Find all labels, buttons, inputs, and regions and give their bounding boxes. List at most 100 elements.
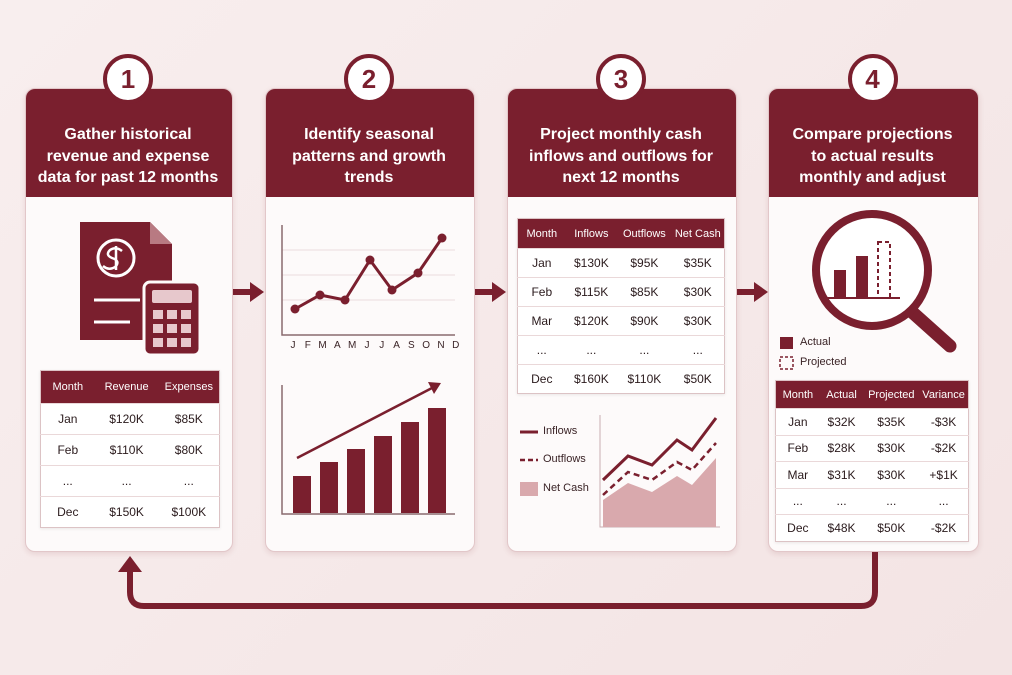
legend-label: Actual xyxy=(800,336,831,348)
table-row: Mar $120K $90K $30K xyxy=(517,306,725,336)
data-table: Month Inflows Outflows Net Cash Jan $130K $95K… xyxy=(517,218,725,394)
table-cell: Jan xyxy=(517,248,566,278)
month-label: N xyxy=(437,340,445,351)
card-header xyxy=(26,89,232,197)
legend-label: Inflows xyxy=(543,425,578,437)
table-cell: ... xyxy=(565,335,618,365)
flow-arrow-part xyxy=(492,282,506,302)
table-row: Feb $28K $30K -$2K xyxy=(775,434,969,462)
table-cell: $30K xyxy=(671,306,725,336)
table-cell: $50K xyxy=(863,514,920,541)
table-cell: Mar xyxy=(517,306,566,336)
step-title: Identify seasonal patterns and growth tr… xyxy=(292,126,446,186)
table-cell: +$1K xyxy=(919,461,969,488)
table-cell: $32K xyxy=(819,408,864,435)
table-cell: $115K xyxy=(565,277,618,307)
month-label: A xyxy=(334,340,341,351)
card-header xyxy=(508,89,736,197)
feedback-loop xyxy=(127,550,878,609)
table-cell: Dec xyxy=(775,514,820,541)
step-number: 3 xyxy=(596,54,646,104)
table-row: ............ xyxy=(775,487,969,515)
table-cell: $35K xyxy=(863,408,920,435)
table-cell: -$2K xyxy=(919,434,969,462)
month-label: D xyxy=(452,340,460,351)
table-cell: $80K xyxy=(158,434,220,466)
table-row: Jan $120K $85K xyxy=(40,403,220,435)
table-cell: Jan xyxy=(40,403,95,435)
table-cell: $110K xyxy=(617,364,672,394)
table-cell: $110K xyxy=(94,434,159,466)
table-cell: $30K xyxy=(863,461,920,488)
table-cell: $50K xyxy=(671,364,725,394)
table-cell: ... xyxy=(919,487,969,515)
data-table: Month Actual Projected Variance Jan $32K $35K -… xyxy=(775,380,969,542)
table-cell: ... xyxy=(40,465,95,497)
data-table: Month Revenue Expenses Jan $120K $85K Feb $110K… xyxy=(40,370,220,528)
table-cell: $35K xyxy=(671,248,725,278)
table-header: Month Actual Projected Variance xyxy=(775,380,969,409)
header-cell: Month xyxy=(40,370,95,404)
card-header xyxy=(266,89,474,197)
month-label: F xyxy=(304,340,311,351)
flow-arrow-part xyxy=(754,282,768,302)
step-number: 4 xyxy=(847,54,898,104)
table-row: Mar $31K $30K +$1K xyxy=(775,461,969,488)
table-cell: ... xyxy=(158,465,220,497)
table-cell: $48K xyxy=(819,514,864,541)
month-label: O xyxy=(422,340,431,351)
table-row: Dec $48K $50K -$2K xyxy=(775,514,969,541)
table-cell: $95K xyxy=(617,248,672,278)
table-cell: $30K xyxy=(671,277,725,307)
table-cell: $31K xyxy=(819,461,864,488)
legend-label: Net Cash xyxy=(543,482,589,494)
card-header xyxy=(769,89,978,197)
table-cell: Jan xyxy=(775,408,820,435)
table-row: Jan $130K $95K $35K xyxy=(517,248,725,278)
table-cell: $30K xyxy=(863,434,920,462)
table-cell: -$3K xyxy=(919,408,969,435)
step-title: Compare projections to actual results mo… xyxy=(792,126,953,186)
table-cell: ... xyxy=(775,487,820,515)
month-label: A xyxy=(393,340,400,351)
header-cell: Outflows xyxy=(617,218,672,249)
feedback-arrowhead xyxy=(118,556,142,572)
month-label: J xyxy=(364,340,370,351)
table-cell: Dec xyxy=(517,364,566,394)
header-cell: Month xyxy=(517,218,566,249)
step-number: 1 xyxy=(103,54,153,104)
header-cell: Month xyxy=(775,380,820,409)
header-cell: Net Cash xyxy=(671,218,725,249)
table-cell: $85K xyxy=(158,403,220,435)
table-cell: ... xyxy=(617,335,672,365)
table-cell: Mar xyxy=(775,461,820,488)
table-row: ............ xyxy=(517,335,725,365)
table-cell: $85K xyxy=(617,277,672,307)
month-label: S xyxy=(408,340,415,351)
header-cell: Actual xyxy=(819,380,864,409)
table-row: Jan $32K $35K -$3K xyxy=(775,408,969,435)
header-cell: Projected xyxy=(863,380,920,409)
header-cell: Expenses xyxy=(158,370,220,404)
table-row: Dec $160K $110K $50K xyxy=(517,364,725,394)
flow-arrow-part xyxy=(250,282,264,302)
table-header: Month Revenue Expenses xyxy=(40,370,220,404)
table-cell: Feb xyxy=(40,434,95,466)
table-cell: Feb xyxy=(517,277,566,307)
table-cell: $150K xyxy=(94,496,159,528)
table-cell: ... xyxy=(863,487,920,515)
table-cell: $28K xyxy=(819,434,864,462)
table-row: Feb $110K $80K xyxy=(40,434,220,466)
month-label: M xyxy=(348,340,357,351)
header-cell: Inflows xyxy=(565,218,618,249)
step-title: Project monthly cash inflows and outflow… xyxy=(529,126,713,186)
step-number: 2 xyxy=(344,54,394,104)
table-cell: $90K xyxy=(617,306,672,336)
table-cell: Feb xyxy=(775,434,820,462)
table-cell: $160K xyxy=(565,364,618,394)
legend-label: Outflows xyxy=(543,453,586,465)
table-cell: ... xyxy=(671,335,725,365)
table-row: Feb $115K $85K $30K xyxy=(517,277,725,307)
table-cell: ... xyxy=(94,465,159,497)
